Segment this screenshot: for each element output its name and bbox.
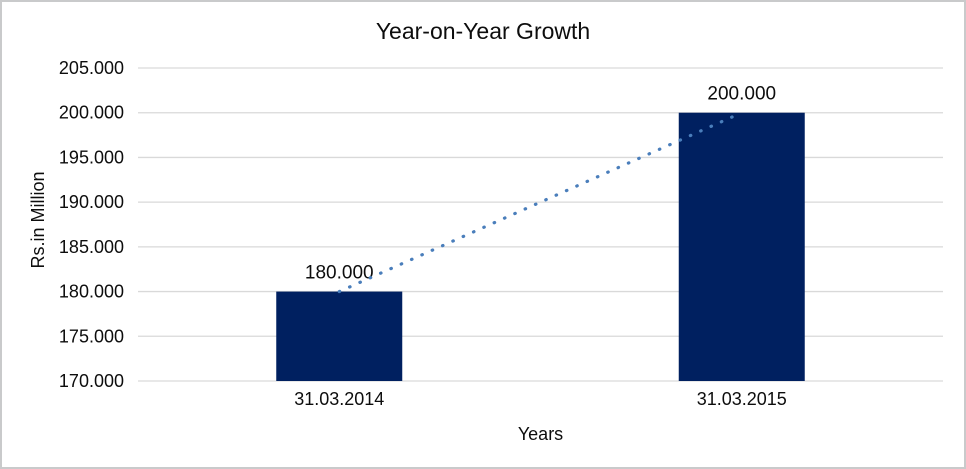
y-tick-label: 190.000: [59, 192, 124, 212]
y-tick-label: 180.000: [59, 282, 124, 302]
bar-data-label: 180.000: [305, 263, 374, 284]
x-category-label: 31.03.2014: [294, 389, 384, 409]
y-tick-label: 200.000: [59, 103, 124, 123]
bar-data-label: 200.000: [707, 84, 776, 105]
chart-title: Year-on-Year Growth: [375, 18, 591, 44]
x-axis-title: Years: [517, 424, 564, 444]
y-tick-label: 175.000: [59, 326, 124, 346]
y-tick-label: 195.000: [59, 147, 124, 167]
y-tick-label: 170.000: [59, 371, 124, 391]
x-category-label: 31.03.2015: [697, 389, 787, 409]
y-tick-label: 185.000: [59, 237, 124, 257]
bar: [678, 112, 805, 381]
y-axis-title: Rs.in Million: [28, 171, 48, 269]
y-tick-label: 205.000: [59, 58, 124, 78]
bar: [276, 291, 403, 381]
